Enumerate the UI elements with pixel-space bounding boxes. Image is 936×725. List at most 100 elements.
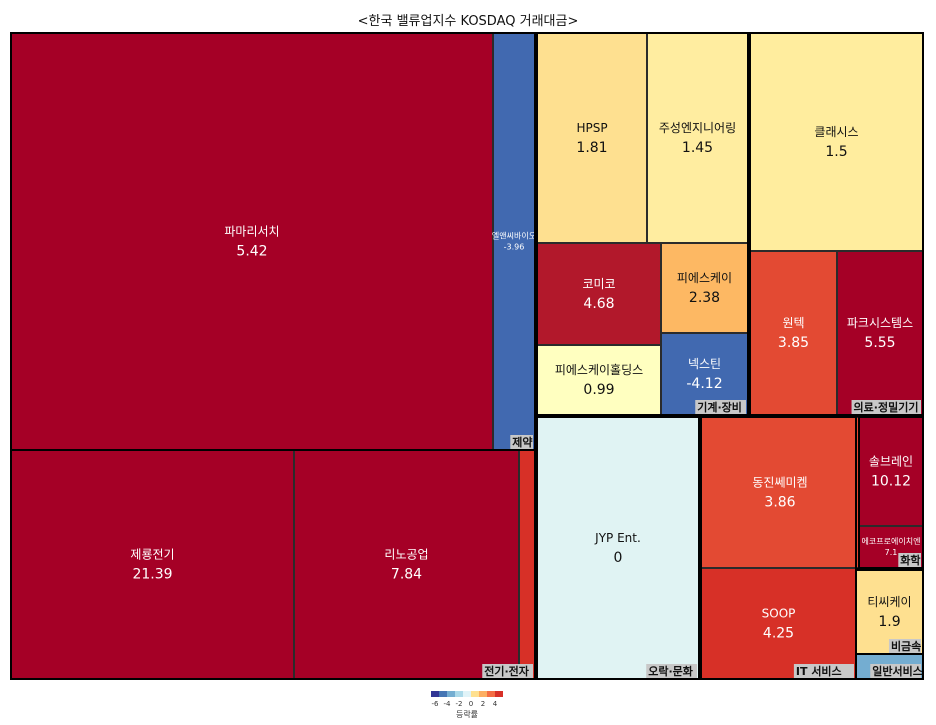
sector-border [536,416,700,680]
treemap-tile-rect [537,345,661,415]
sector-label: 오락·문화 [648,664,693,678]
treemap-tile-rect [750,251,837,415]
tile: 원텍 3.85 [750,251,837,415]
tile-name-label: 티씨케이 [867,595,911,609]
tile [519,450,535,679]
sector-border [858,416,924,569]
sector-label: 전기·전자 [484,664,530,678]
tile-value-label: 10.12 [871,474,911,490]
tile-value-label: 5.55 [864,335,895,351]
tile-name-label: 엘앤씨바이오 [492,231,536,241]
tile-value-label: 3.86 [764,495,795,511]
sector-label-bg [695,400,746,414]
tile-name-label: 파마리서치 [224,225,279,239]
sector-border [536,32,749,416]
treemap-tile-rect [11,33,493,450]
tile-name-label: SOOP [762,607,796,621]
tile-value-label: 1.5 [825,144,847,160]
tile-value-label: 7.84 [391,567,422,583]
legend-swatch [479,691,487,697]
treemap-tile-rect [701,417,859,568]
tile-name-label: 클래시스 [814,125,858,139]
tile-name-label: 원텍 [782,316,804,330]
legend-tick-label: -2 [456,700,463,708]
tile: 피에스케이홀딩스 0.99 [537,345,661,415]
sector-label-bg [870,664,921,678]
sector-border [749,32,924,416]
tile-value-label: -4.12 [686,376,722,392]
tile-name-label: 리노공업 [384,548,428,562]
tile: 제룡전기 21.39 [11,450,294,679]
tile: 동진쎄미켐 3.86 [701,417,859,568]
legend-tick-label: -4 [444,700,452,708]
sector-label-bg [898,553,921,567]
tile: 피에스케이 2.38 [661,243,748,333]
treemap-tile-rect [537,417,699,679]
treemap-tile-rect [493,33,535,450]
sector-border [700,416,857,680]
legend-swatch [455,691,463,697]
sector-label: 제약 [512,435,532,449]
tile: 코미코 4.68 [537,243,661,345]
legend-swatch [447,691,455,697]
treemap-tile-rect [11,450,294,679]
tile-name-label: 피에스케이 [677,271,732,285]
tile-value-label: 21.39 [132,567,172,583]
sector-label: 기계·장비 [697,400,742,414]
tile: 솔브레인 10.12 [859,417,923,526]
tile-value-label: 2.38 [689,290,720,306]
tile-name-label: HPSP [576,121,607,135]
legend-tick-label: 2 [481,700,485,708]
legend-title: 등락률 [456,709,478,719]
sector-label-bg [888,639,921,653]
tile-name-label: 주성엔지니어링 [659,121,736,135]
treemap-tile-rect [294,450,519,679]
legend-tick-label: 4 [493,700,498,708]
tile: 주성엔지니어링 1.45 [647,33,748,243]
chart-title: <한국 밸류업지수 KOSDAQ 거래대금> [357,14,579,29]
treemap-tile-rect [537,33,647,243]
treemap-tile-rect [661,243,748,333]
tile-name-label: 코미코 [582,277,615,291]
tile-value-label: 7.1 [885,548,898,557]
tile: 파크시스템스 5.55 [837,251,923,415]
tile-name-label: JYP Ent. [594,531,641,545]
sector-label-bg [851,400,921,414]
tile: HPSP 1.81 [537,33,647,243]
tile: 엘앤씨바이오 -3.96 [492,33,536,450]
treemap-tile-rect [859,417,923,526]
legend-tick-label: 0 [469,700,473,708]
legend-swatch [431,691,439,697]
tile-name-label: 동진쎄미켐 [752,476,807,490]
treemap-tile-rect [537,243,661,345]
tile-name-label: 피에스케이홀딩스 [555,363,643,377]
legend-swatch [439,691,447,697]
tile: JYP Ent. 0 [537,417,699,679]
sector-label: 화학 [900,553,920,567]
tile-name-label: 솔브레인 [869,455,913,469]
legend-swatch [495,691,503,697]
tile-value-label: 0 [614,550,623,566]
tile: 파마리서치 5.42 [11,33,493,450]
tile: 클래시스 1.5 [750,33,923,251]
tile-name-label: 넥스틴 [688,357,721,371]
legend-tick-label: -6 [432,700,440,708]
sector-label: 비금속 [891,639,921,653]
tile-value-label: 5.42 [236,244,267,260]
tile-value-label: 1.45 [682,140,713,156]
tile-value-label: 1.81 [576,140,607,156]
tile-value-label: 0.99 [583,382,614,398]
tile: 리노공업 7.84 [294,450,519,679]
sector-label-bg [510,435,533,449]
treemap-tile-rect [647,33,748,243]
tile-name-label: 에코프로에이치엔 [862,536,921,546]
sector-border [855,653,924,680]
treemap-tile-rect [750,33,923,251]
tile-value-label: 3.85 [778,335,809,351]
legend-swatch [471,691,479,697]
tile-value-label: -3.96 [504,243,525,252]
tile: SOOP 4.25 [701,568,856,679]
sector-label-bg [793,664,854,678]
sector-label: 일반서비스 [872,664,923,678]
